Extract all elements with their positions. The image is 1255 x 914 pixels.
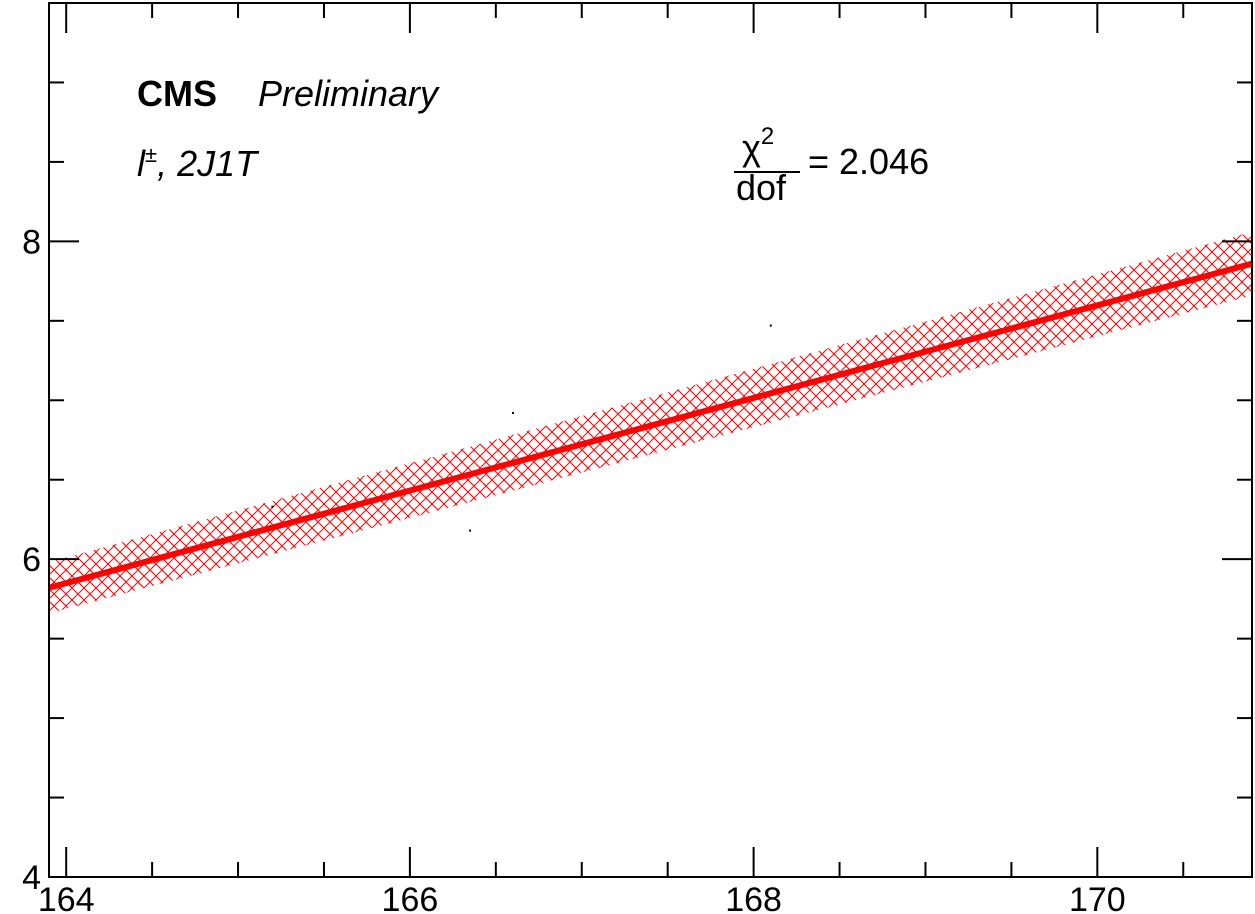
y-tick-label: 8 xyxy=(22,223,41,261)
y-tick-label: 6 xyxy=(22,541,41,579)
x-tick-label: 170 xyxy=(1069,881,1126,914)
x-tick-label: 166 xyxy=(382,881,439,914)
plot-frame xyxy=(48,2,1253,878)
uncertainty-band xyxy=(49,231,1252,614)
chi2-denominator: dof xyxy=(736,167,787,208)
channel-superscript: ± xyxy=(145,142,157,167)
data-point xyxy=(271,505,274,508)
data-point xyxy=(769,324,772,327)
fit-line xyxy=(48,260,1253,591)
x-tick-label: 168 xyxy=(725,881,782,914)
uncertainty-band-layer xyxy=(49,231,1252,614)
data-point xyxy=(469,529,472,532)
channel-rest: , 2J1T xyxy=(157,143,260,184)
data-point xyxy=(512,411,515,414)
cms-label: CMS xyxy=(137,73,217,114)
data-points-layer xyxy=(48,300,1253,621)
chi2-value: = 2.046 xyxy=(808,141,929,182)
x-tick-label: 164 xyxy=(38,881,95,914)
channel-label: l±, 2J1T xyxy=(137,142,260,184)
fit-line-layer xyxy=(48,260,1253,591)
chi2-symbol: χ xyxy=(742,127,761,168)
preliminary-label: Preliminary xyxy=(258,73,440,114)
channel-letter: l xyxy=(137,143,146,184)
y-tick-label: 4 xyxy=(22,859,41,897)
chi2-numerator: χ2 xyxy=(742,123,774,168)
axis-ticks-layer: 164 166 168 170 4 6 8 xyxy=(22,2,1252,914)
chi2-superscript: 2 xyxy=(761,123,774,150)
